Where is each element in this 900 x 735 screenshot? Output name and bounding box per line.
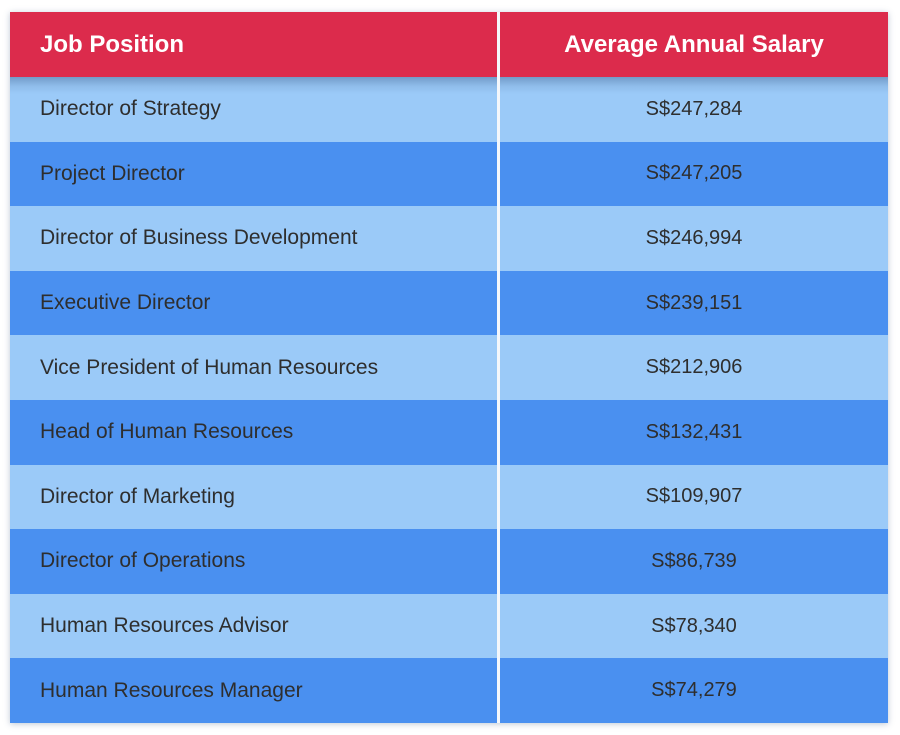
table-row: Director of Strategy S$247,284 bbox=[10, 77, 888, 142]
salary-cell: S$86,739 bbox=[651, 549, 737, 572]
column-header-job-position: Job Position bbox=[40, 30, 184, 58]
job-position-cell: Director of Business Development bbox=[40, 226, 358, 250]
job-position-cell: Director of Marketing bbox=[40, 484, 235, 508]
table-row: Director of Business Development S$246,9… bbox=[10, 206, 888, 271]
table-row: Project Director S$247,205 bbox=[10, 141, 888, 207]
column-divider bbox=[497, 658, 500, 723]
table-row: Human Resources Manager S$74,279 bbox=[10, 658, 888, 723]
salary-cell: S$132,431 bbox=[645, 420, 743, 443]
salary-cell: S$246,994 bbox=[645, 226, 743, 249]
column-divider bbox=[497, 399, 500, 465]
salary-cell: S$247,284 bbox=[645, 97, 743, 120]
table-body: Director of Strategy S$247,284 Project D… bbox=[10, 77, 888, 723]
column-divider bbox=[497, 206, 500, 271]
job-position-cell: Executive Director bbox=[40, 291, 211, 315]
column-divider bbox=[497, 593, 500, 659]
column-divider bbox=[497, 529, 500, 594]
salary-cell: S$212,906 bbox=[645, 356, 743, 379]
job-position-cell: Human Resources Advisor bbox=[40, 614, 289, 638]
column-divider bbox=[497, 141, 500, 207]
job-position-cell: Project Director bbox=[40, 161, 185, 185]
salary-cell: S$78,340 bbox=[651, 614, 737, 637]
job-position-cell: Director of Operations bbox=[40, 549, 246, 573]
column-divider bbox=[497, 77, 500, 142]
salary-cell: S$74,279 bbox=[651, 679, 737, 702]
table-row: Director of Operations S$86,739 bbox=[10, 529, 888, 594]
table-row: Executive Director S$239,151 bbox=[10, 270, 888, 336]
salary-cell: S$247,205 bbox=[645, 162, 743, 185]
salary-cell: S$239,151 bbox=[645, 291, 743, 314]
column-divider bbox=[497, 270, 500, 336]
job-position-cell: Human Resources Manager bbox=[40, 678, 303, 702]
salary-cell: S$109,907 bbox=[645, 485, 743, 508]
column-divider bbox=[497, 464, 500, 530]
table-row: Vice President of Human Resources S$212,… bbox=[10, 335, 888, 400]
salary-table: Job Position Average Annual Salary Direc… bbox=[10, 12, 888, 723]
table-header: Job Position Average Annual Salary bbox=[10, 12, 888, 77]
column-divider bbox=[497, 335, 500, 400]
column-divider bbox=[497, 12, 500, 77]
job-position-cell: Vice President of Human Resources bbox=[40, 355, 379, 379]
column-header-average-annual-salary: Average Annual Salary bbox=[564, 30, 824, 58]
table-row: Director of Marketing S$109,907 bbox=[10, 464, 888, 530]
job-position-cell: Head of Human Resources bbox=[40, 420, 294, 444]
table-row: Head of Human Resources S$132,431 bbox=[10, 399, 888, 465]
job-position-cell: Director of Strategy bbox=[40, 97, 221, 121]
table-row: Human Resources Advisor S$78,340 bbox=[10, 593, 888, 659]
